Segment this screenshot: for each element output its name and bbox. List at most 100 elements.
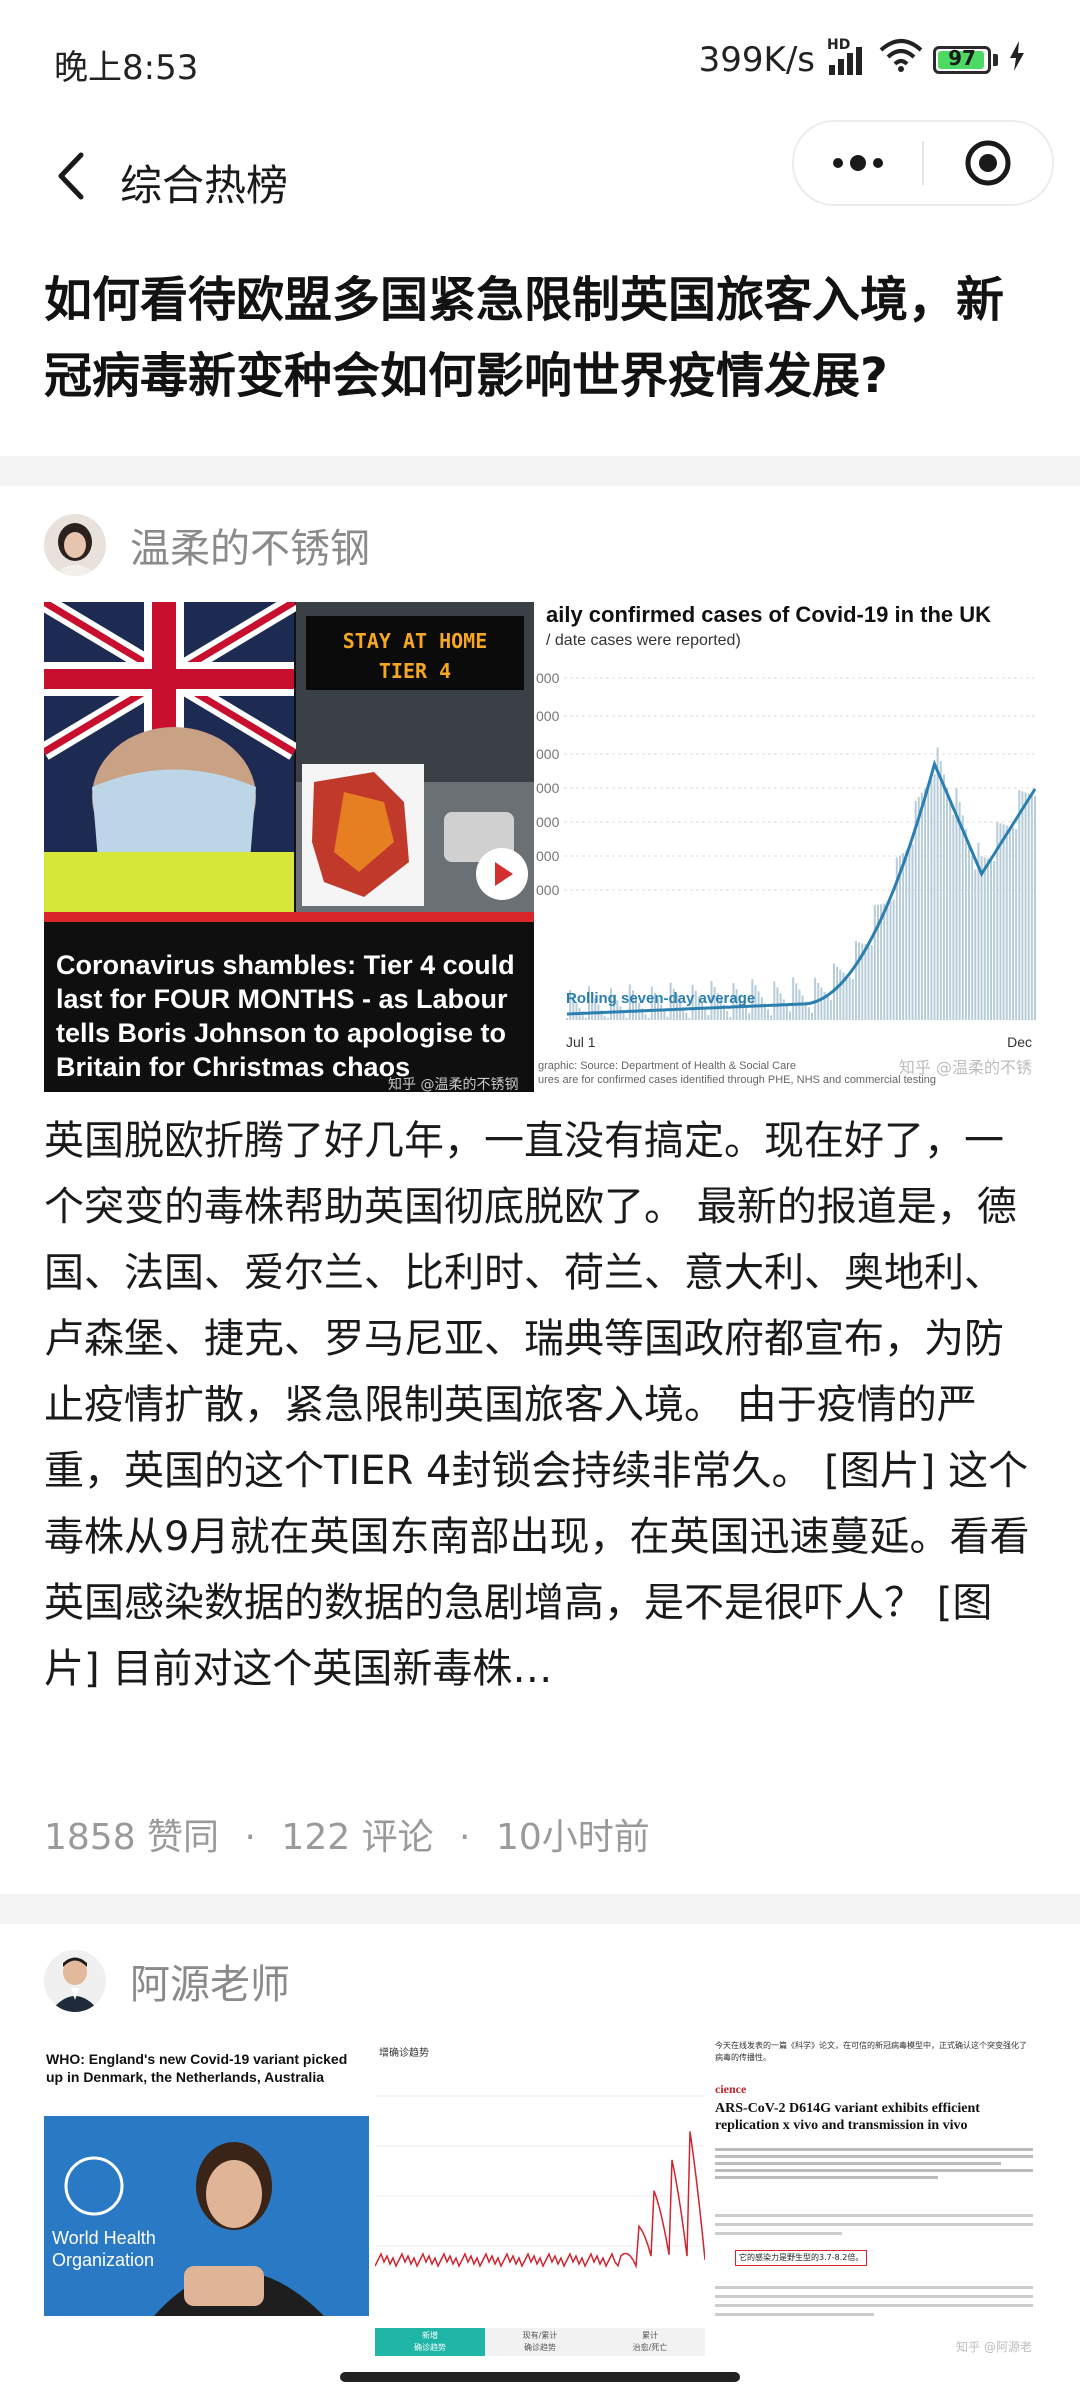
chart-bar: [814, 977, 817, 1020]
meta-separator: ·: [459, 1817, 471, 1858]
chart-bar: [876, 904, 879, 1020]
chart-bar: [870, 945, 873, 1020]
chart-bar: [1012, 827, 1015, 1020]
trend-chart-title: 增确诊趋势: [379, 2048, 429, 2059]
who-news-image[interactable]: WHO: England's new Covid-19 variant pick…: [44, 2036, 369, 2356]
chart-bar: [710, 980, 713, 1020]
chart-bar: [713, 986, 716, 1020]
chart-bar: [949, 801, 952, 1020]
who-logo-text-2: Organization: [52, 2250, 154, 2270]
author-row[interactable]: 阿源老师: [44, 1950, 290, 2012]
chart-bar: [628, 984, 631, 1020]
chart-bar: [858, 942, 861, 1020]
chart-bar: [873, 905, 876, 1020]
chart-bar: [936, 747, 939, 1020]
y-tick-label: 000: [536, 814, 560, 830]
chart-bar: [672, 988, 675, 1020]
chart-bar: [823, 991, 826, 1020]
chart-bar: [572, 996, 575, 1020]
tab-new-trend[interactable]: 新增 确诊趋势: [375, 2328, 485, 2356]
comments-count[interactable]: 122 评论: [281, 1817, 434, 1858]
chart-bar: [836, 966, 839, 1020]
chart-bar: [848, 977, 851, 1020]
chart-bar: [898, 855, 901, 1020]
answer-time: 10小时前: [495, 1817, 650, 1858]
answer-image-strip[interactable]: STAY AT HOME TIER 4 Coronavirus shambles…: [44, 602, 1036, 1092]
chart-bar: [663, 1010, 666, 1020]
close-miniprogram-button[interactable]: [924, 122, 1052, 204]
chart-bar: [952, 814, 955, 1020]
chart-title: aily confirmed cases of Covid-19 in the …: [546, 602, 992, 627]
home-indicator[interactable]: [340, 2372, 740, 2382]
chart-bar: [974, 869, 977, 1020]
news-image[interactable]: STAY AT HOME TIER 4 Coronavirus shambles…: [44, 602, 534, 1092]
chart-bar: [986, 858, 989, 1020]
answer-image-strip[interactable]: WHO: England's new Covid-19 variant pick…: [44, 2036, 1036, 2356]
chart-bar: [902, 853, 905, 1020]
chart-bar: [789, 1011, 792, 1020]
chart-bar: [685, 1012, 688, 1020]
chart-bar: [883, 903, 886, 1020]
chart-bar: [603, 1016, 606, 1020]
chart-bar: [622, 1012, 625, 1020]
chart-bar: [886, 902, 889, 1020]
chart-bar: [927, 784, 930, 1020]
image-watermark: 知乎 @温柔的不锈: [898, 1058, 1032, 1077]
chart-bar: [660, 1004, 663, 1020]
author-row[interactable]: 温柔的不锈钢: [44, 514, 370, 576]
author-name[interactable]: 温柔的不锈钢: [130, 526, 370, 572]
question-title[interactable]: 如何看待欧盟多国紧急限制英国旅客入境，新冠病毒新变种会如何影响世界疫情发展?: [44, 272, 1005, 404]
chart-bar: [726, 1011, 729, 1020]
nav-bar: 综合热榜: [0, 120, 1080, 250]
body-lines: [715, 2208, 1033, 2241]
chart-bar: [754, 985, 757, 1020]
chart-bar: [1030, 794, 1033, 1020]
chart-bar: [958, 801, 961, 1020]
chart-bar: [609, 988, 612, 1020]
tab-current-trend[interactable]: 现有/累计 确诊趋势: [485, 2328, 595, 2356]
page-title: 综合热榜: [120, 161, 289, 210]
image-watermark: 知乎 @温柔的不锈钢: [388, 1077, 519, 1092]
chart-bar: [993, 860, 996, 1020]
chart-bar: [801, 995, 804, 1020]
tab-cure-trend[interactable]: 累计 治愈/死亡: [595, 2328, 705, 2356]
chart-bar: [704, 1008, 707, 1020]
chart-bar: [839, 969, 842, 1020]
answer-excerpt[interactable]: 英国脱欧折腾了好几年，一直没有搞定。现在好了，一个突变的毒株帮助英国彻底脱欧了。…: [44, 1118, 1030, 1692]
chart-bar: [829, 999, 832, 1020]
y-tick-label: 000: [536, 746, 560, 762]
avatar[interactable]: [44, 1950, 106, 2012]
back-button[interactable]: [40, 146, 100, 206]
chart-bar: [905, 850, 908, 1020]
chart-bar: [566, 1018, 568, 1020]
cases-chart-image[interactable]: aily confirmed cases of Covid-19 in the …: [536, 602, 1036, 1092]
highlight-box: 它的感染力是野生型的3.7-8.2倍。: [735, 2250, 868, 2266]
chart-bar: [964, 828, 967, 1020]
chart-bar: [980, 856, 983, 1020]
chart-bar: [723, 1005, 726, 1020]
chart-bar: [587, 986, 590, 1020]
chart-bar: [613, 994, 616, 1020]
chart-bar: [1024, 792, 1027, 1020]
more-button[interactable]: [794, 122, 922, 204]
chart-bar: [682, 1006, 685, 1020]
science-paper-image[interactable]: 今天在线发表的一篇《科学》论文，在可信的新冠病毒模型中，正式确认这个突变强化了病…: [711, 2036, 1036, 2356]
chart-bar: [946, 787, 949, 1020]
chart-bar: [644, 1014, 647, 1020]
author-name[interactable]: 阿源老师: [130, 1962, 290, 2008]
target-circle-icon: [965, 140, 1011, 186]
trend-chart-image[interactable]: 增确诊趋势 新增 确诊趋势 现有/累计 确诊趋势 累计 治愈/死亡: [375, 2036, 705, 2356]
signal-icon: HD: [825, 37, 869, 77]
paper-title: ARS-CoV-2 D614G variant exhibits efficie…: [715, 2101, 980, 2133]
chart-source-1: graphic: Source: Department of Health & …: [538, 1060, 797, 1072]
chart-bar: [591, 992, 594, 1020]
chart-bar: [732, 983, 735, 1020]
chart-bar: [669, 982, 672, 1020]
avatar[interactable]: [44, 514, 106, 576]
chart-bar: [729, 1017, 732, 1020]
chart-bar: [961, 815, 964, 1020]
chart-source-2: ures are for confirmed cases identified …: [538, 1074, 937, 1086]
chart-legend: Rolling seven-day average: [566, 990, 756, 1007]
chart-bar: [924, 788, 927, 1020]
who-headline: WHO: England's new Covid-19 variant pick…: [46, 2051, 348, 2085]
